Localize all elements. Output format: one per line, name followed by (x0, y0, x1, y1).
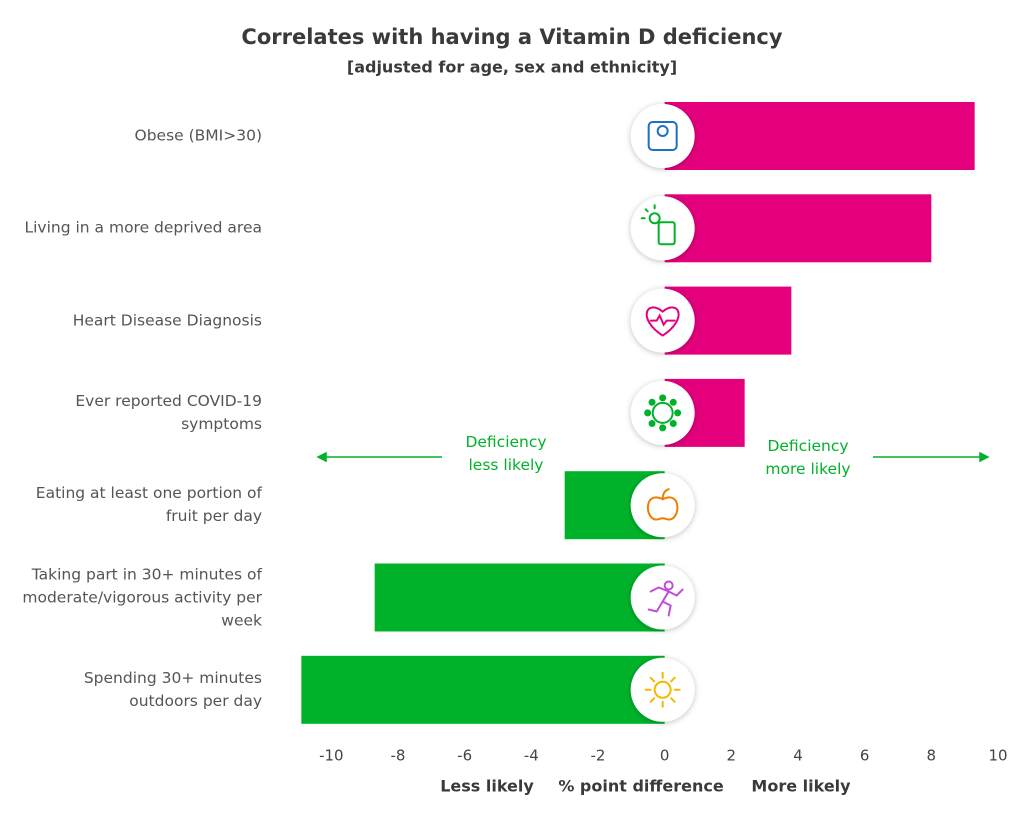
category-label: Eating at least one portion of fruit per… (35, 484, 262, 526)
icon (644, 394, 682, 432)
icon (644, 671, 681, 708)
x-tick-label: -10 (319, 747, 344, 765)
icon (647, 580, 684, 617)
category-label: Ever reported COVID-19 symptoms (75, 391, 262, 433)
icon (645, 306, 680, 337)
x-tick-label: -8 (391, 747, 406, 765)
icon-circle (630, 565, 695, 630)
icon-part (648, 420, 656, 428)
icon-circle (630, 196, 695, 261)
x-tick-label: 10 (988, 747, 1007, 765)
icon-part (659, 424, 667, 432)
icon-circle (630, 380, 695, 445)
chart-title: Correlates with having a Vitamin D defic… (241, 25, 782, 49)
icon-part (656, 125, 669, 137)
x-axis-label: Less likely (440, 777, 534, 796)
category-label: Taking part in 30+ minutes of moderate/v… (22, 565, 262, 629)
icon-part (646, 488, 679, 521)
bar (374, 563, 665, 632)
x-tick-label: 2 (727, 747, 737, 765)
icon-part (670, 676, 676, 683)
icon-part (657, 221, 676, 246)
icon-part (645, 306, 680, 337)
annotation: Deficiency more likely (765, 437, 851, 478)
x-tick-label: -6 (457, 747, 472, 765)
icon-part (651, 401, 674, 424)
icon-part (670, 697, 676, 703)
category-label: Heart Disease Diagnosis (72, 311, 262, 330)
bar (664, 102, 975, 170)
icon-part (649, 676, 656, 683)
bar (664, 194, 932, 263)
icon-part (644, 409, 652, 417)
icon-part (653, 680, 672, 699)
arrow-left (316, 451, 442, 463)
annotation: Deficiency less likely (465, 433, 547, 474)
icon-circle (630, 657, 695, 722)
icon-part (669, 420, 677, 428)
x-tick-label: 8 (927, 747, 937, 765)
icon-part (669, 398, 677, 406)
x-tick-label: 6 (860, 747, 870, 765)
icon-part (647, 121, 678, 151)
x-tick-label: -2 (591, 747, 606, 765)
icon-part (648, 398, 656, 406)
x-axis-label: More likely (751, 777, 851, 796)
icon-part (659, 394, 667, 402)
icon-part (663, 580, 674, 591)
icon-part (648, 212, 661, 225)
icon-part (640, 204, 656, 220)
icon-part (647, 586, 684, 617)
x-tick-label: 4 (793, 747, 803, 765)
icon-part (674, 409, 682, 417)
icon-circle (630, 473, 695, 538)
arrow-right (873, 451, 990, 463)
icon (647, 121, 678, 151)
category-label: Spending 30+ minutes outdoors per day (83, 668, 262, 710)
icon (640, 204, 676, 246)
x-tick-label: 0 (660, 747, 670, 765)
icon (646, 488, 679, 521)
chart-subtitle: [adjusted for age, sex and ethnicity] (347, 58, 677, 77)
icon-part (649, 697, 656, 703)
bar (301, 655, 665, 724)
category-label: Living in a more deprived area (24, 218, 262, 237)
category-label: Obese (BMI>30) (134, 126, 263, 145)
x-axis-label: % point difference (558, 777, 724, 796)
x-tick-label: -4 (524, 747, 539, 765)
